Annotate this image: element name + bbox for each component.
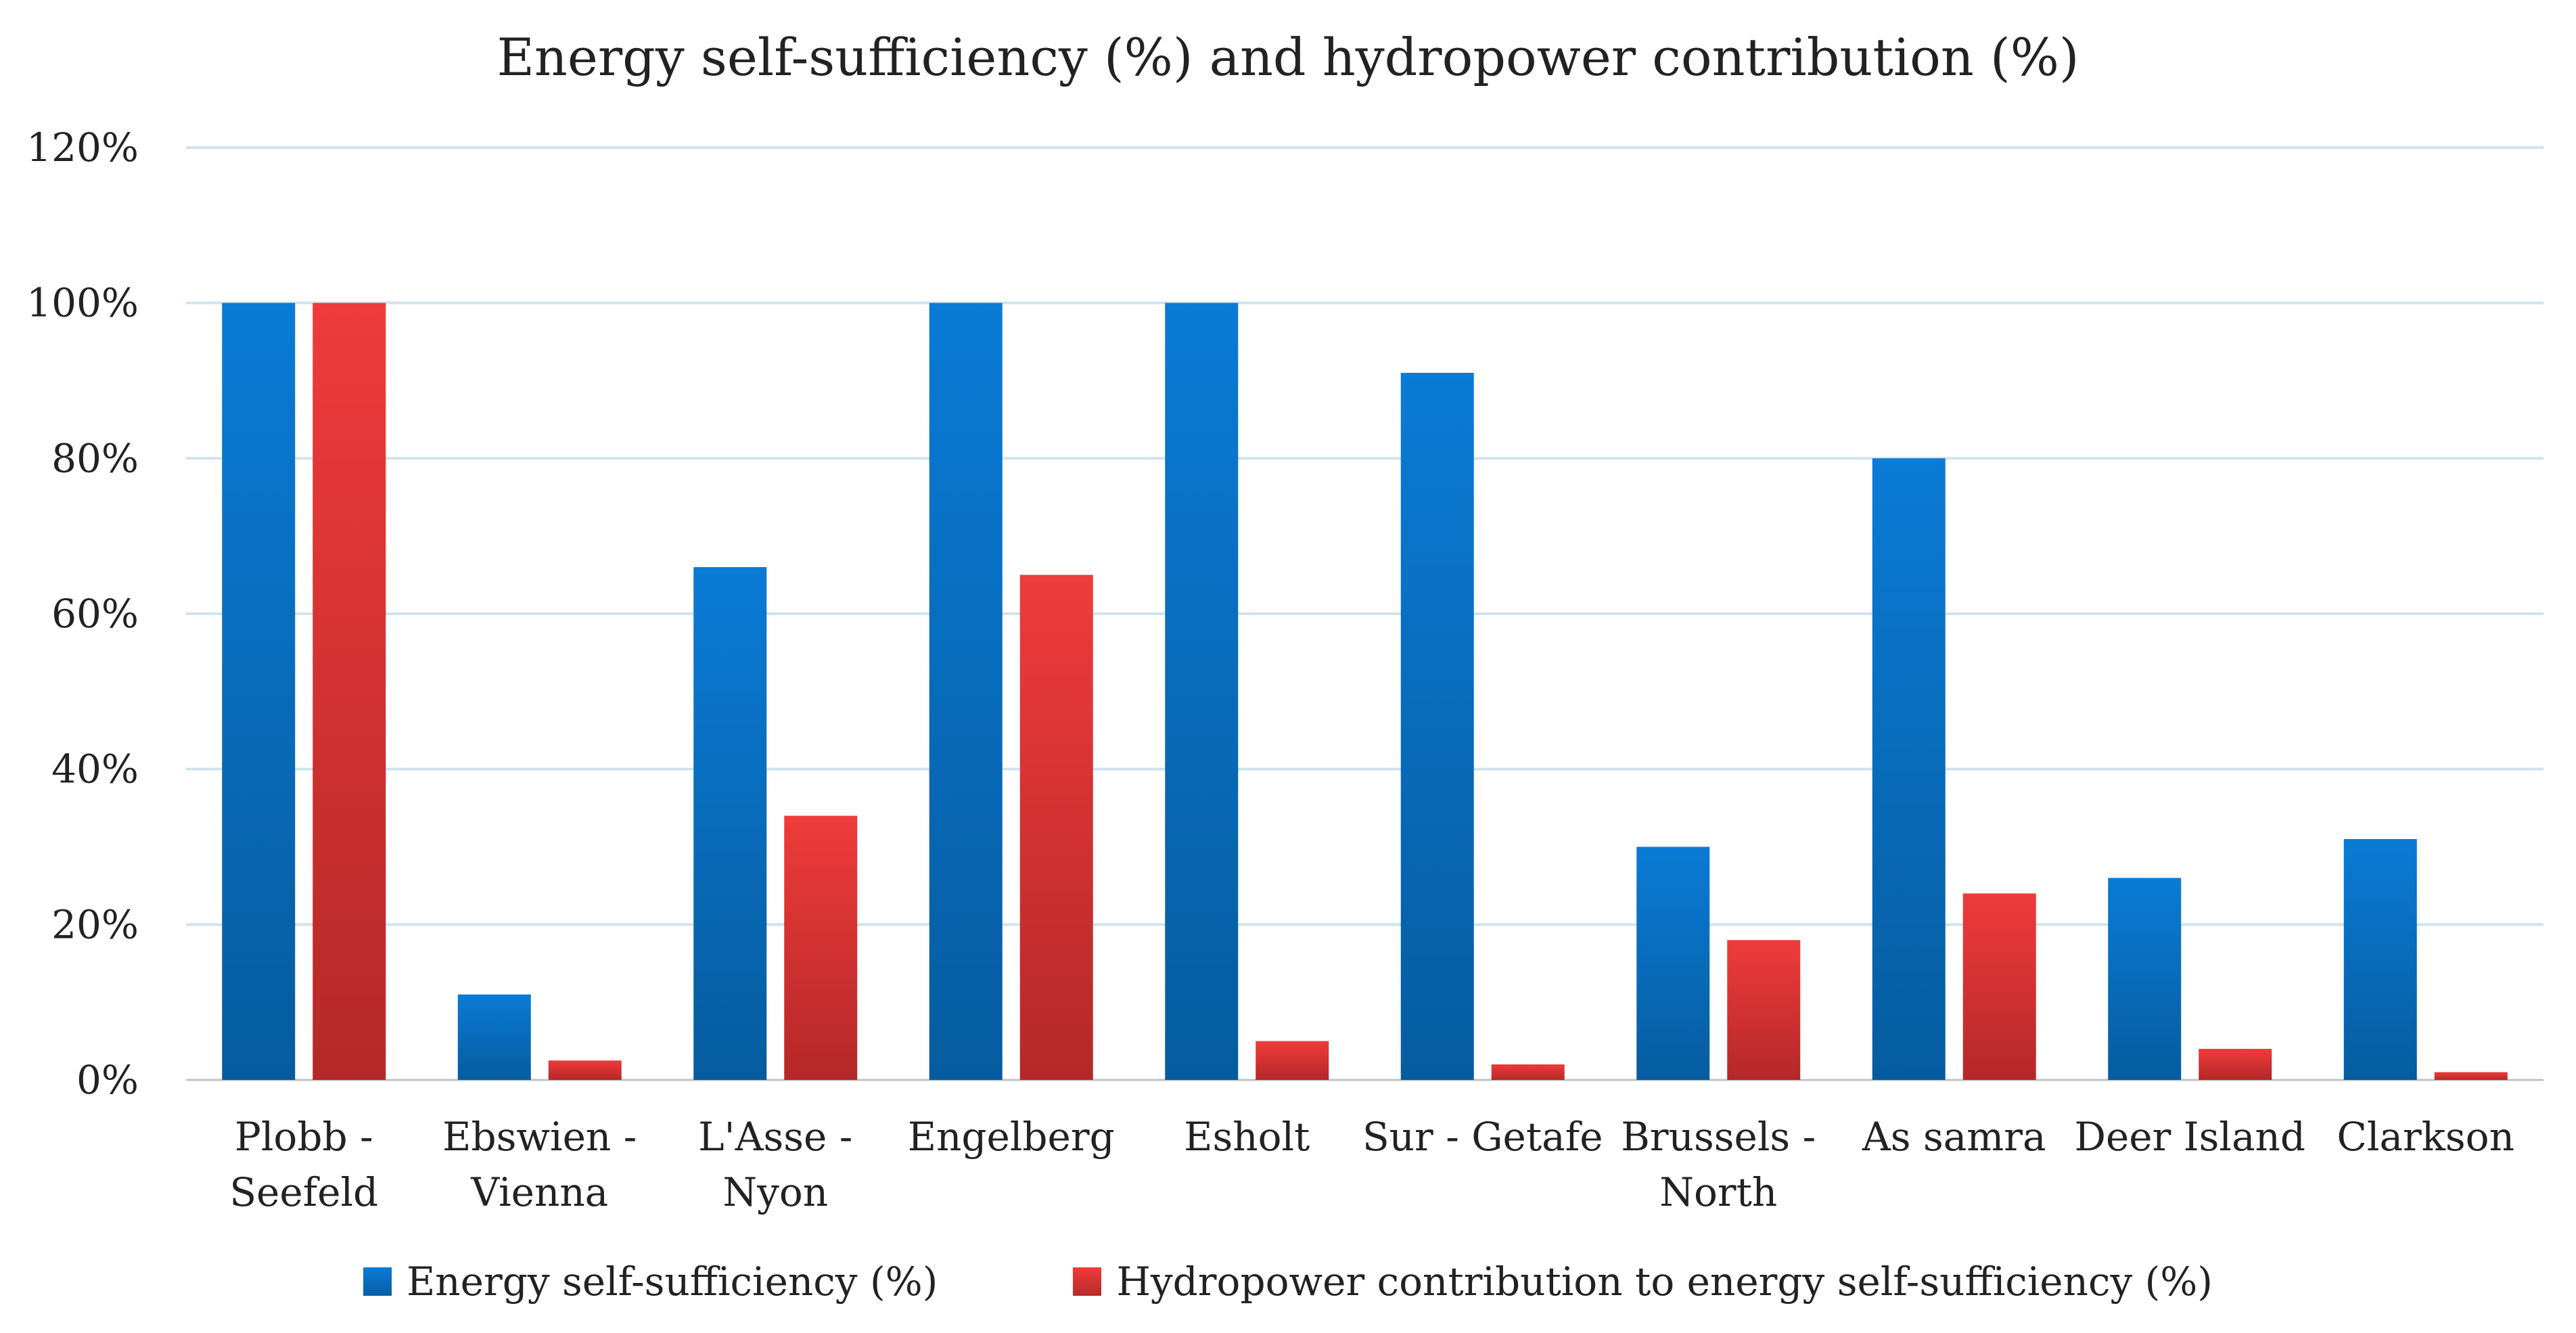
bar-hydropower-contribution — [548, 1060, 622, 1080]
bar-hydropower-contribution — [784, 815, 858, 1080]
x-tick-label: Seefeld — [229, 1169, 378, 1215]
bar-energy-self-sufficiency — [693, 567, 767, 1080]
x-tick-label: Ebswien - — [442, 1114, 637, 1160]
legend-swatch-hydropower — [1073, 1267, 1102, 1296]
x-tick-label: L'Asse - — [698, 1114, 852, 1160]
x-tick-label: Sur - Getafe — [1362, 1114, 1603, 1160]
legend-item-hydropower: Hydropower contribution to energy self-s… — [1073, 1259, 2213, 1305]
chart-title: Energy self-sufficiency (%) and hydropow… — [497, 27, 2079, 87]
x-tick-label: Brussels - — [1621, 1114, 1816, 1160]
y-tick-label: 40% — [51, 746, 139, 792]
bar-energy-self-sufficiency — [929, 302, 1003, 1081]
y-tick-label: 80% — [51, 435, 139, 481]
x-tick-label: Nyon — [722, 1169, 828, 1215]
bar-energy-self-sufficiency — [1400, 373, 1474, 1081]
x-tick-label: North — [1659, 1169, 1777, 1215]
legend-label-hydropower: Hydropower contribution to energy self-s… — [1116, 1259, 2213, 1305]
bar-energy-self-sufficiency — [1165, 302, 1239, 1081]
bar-energy-self-sufficiency — [2108, 878, 2182, 1080]
y-tick-label: 120% — [26, 125, 139, 171]
chart-legend: Energy self-sufficiency (%) Hydropower c… — [0, 1259, 2576, 1305]
x-tick-label: Clarkson — [2337, 1114, 2514, 1160]
x-tick-label: As samra — [1862, 1114, 2046, 1160]
bar-hydropower-contribution — [1727, 940, 1801, 1080]
bar-hydropower-contribution — [1491, 1064, 1565, 1080]
y-tick-label: 100% — [26, 280, 139, 326]
bar-hydropower-contribution — [1019, 574, 1093, 1080]
bar-hydropower-contribution — [1256, 1041, 1329, 1080]
x-tick-label: Engelberg — [908, 1114, 1115, 1160]
x-tick-label: Vienna — [470, 1169, 608, 1215]
bar-energy-self-sufficiency — [222, 302, 296, 1081]
x-tick-label: Plobb - — [235, 1114, 373, 1160]
bar-energy-self-sufficiency — [1636, 846, 1710, 1080]
legend-item-energy: Energy self-sufficiency (%) — [363, 1259, 938, 1305]
y-tick-label: 0% — [76, 1057, 139, 1103]
x-tick-label: Esholt — [1184, 1114, 1310, 1160]
bar-hydropower-contribution — [1962, 893, 2036, 1080]
legend-label-energy: Energy self-sufficiency (%) — [406, 1259, 938, 1305]
legend-swatch-energy — [363, 1267, 392, 1296]
y-tick-label: 20% — [51, 901, 139, 947]
bar-energy-self-sufficiency — [2343, 839, 2417, 1080]
bar-hydropower-contribution — [313, 302, 386, 1081]
x-tick-label: Deer Island — [2074, 1114, 2305, 1160]
bar-energy-self-sufficiency — [1872, 458, 1946, 1080]
y-tick-label: 60% — [51, 591, 139, 637]
bar-energy-self-sufficiency — [457, 994, 531, 1080]
bar-hydropower-contribution — [2199, 1049, 2272, 1080]
bar-hydropower-contribution — [2434, 1072, 2508, 1080]
